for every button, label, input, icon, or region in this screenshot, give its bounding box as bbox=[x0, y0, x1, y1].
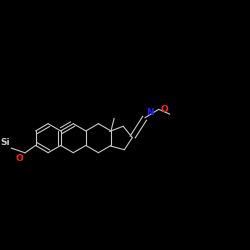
Text: O: O bbox=[15, 154, 23, 163]
Text: O: O bbox=[160, 105, 168, 114]
Text: N: N bbox=[146, 108, 154, 117]
Text: Si: Si bbox=[0, 138, 10, 147]
